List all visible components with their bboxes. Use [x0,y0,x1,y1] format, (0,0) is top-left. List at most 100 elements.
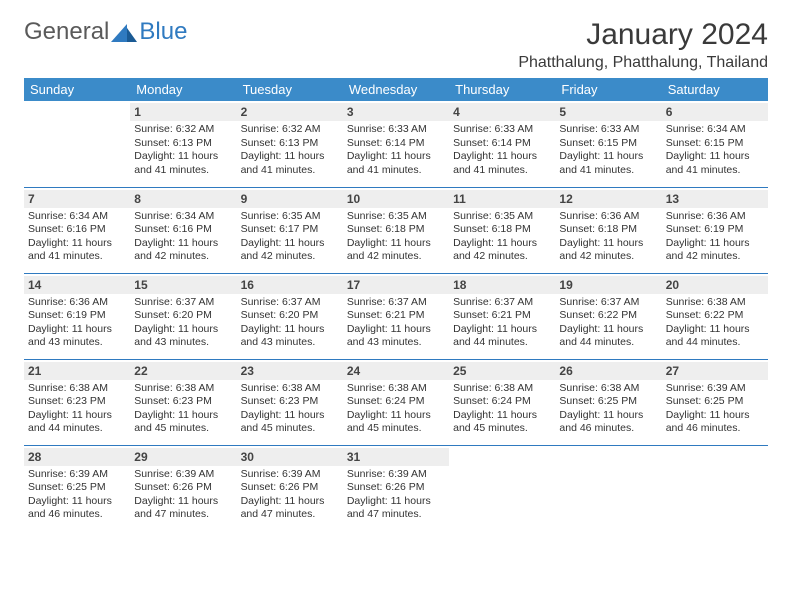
day-info: Sunrise: 6:37 AMSunset: 6:21 PMDaylight:… [453,296,551,351]
day-number: 10 [343,190,449,208]
calendar-day-cell: 24 Sunrise: 6:38 AMSunset: 6:24 PMDayligh… [343,359,449,445]
calendar-day-cell: 3 Sunrise: 6:33 AMSunset: 6:14 PMDaylight… [343,101,449,187]
calendar-day-cell: 4Sunrise: 6:33 AMSunset: 6:14 PMDaylight… [449,101,555,187]
calendar-week-row: 7Sunrise: 6:34 AMSunset: 6:16 PMDaylight… [24,187,768,273]
calendar-week-row: 21Sunrise: 6:38 AMSunset: 6:23 PMDayligh… [24,359,768,445]
calendar-day-cell: 21Sunrise: 6:38 AMSunset: 6:23 PMDayligh… [24,359,130,445]
day-number: 7 [24,190,130,208]
month-title: January 2024 [518,18,768,52]
calendar-day-cell: 15Sunrise: 6:37 AMSunset: 6:20 PMDayligh… [130,273,236,359]
day-info: Sunrise: 6:34 AMSunset: 6:15 PMDaylight:… [666,123,764,178]
day-number: 28 [24,448,130,466]
day-info: Sunrise: 6:39 AMSunset: 6:26 PMDaylight:… [241,468,339,523]
calendar-day-cell: 1 Sunrise: 6:32 AMSunset: 6:13 PMDaylight… [130,101,236,187]
calendar-day-cell: 7 Sunrise: 6:34 AMSunset: 6:16 PMDaylight… [24,187,130,273]
day-info: Sunrise: 6:38 AMSunset: 6:24 PMDaylight:… [453,382,551,437]
day-info: Sunrise: 6:39 AMSunset: 6:25 PMDaylight:… [666,382,764,437]
calendar-day-cell: 17 Sunrise: 6:37 AMSunset: 6:21 PMDayligh… [343,273,449,359]
day-number: 26 [555,362,661,380]
calendar-day-cell: 2Sunrise: 6:32 AMSunset: 6:13 PMDaylight… [237,101,343,187]
day-number: 23 [237,362,343,380]
day-info: Sunrise: 6:38 AMSunset: 6:23 PMDaylight:… [241,382,339,437]
day-info: Sunrise: 6:35 AMSunset: 6:18 PMDaylight:… [453,210,551,265]
day-info: Sunrise: 6:37 AMSunset: 6:21 PMDaylight:… [347,296,445,351]
day-number: 14 [24,276,130,294]
day-info: Sunrise: 6:38 AMSunset: 6:24 PMDaylight:… [347,382,445,437]
calendar-day-cell: 6 Sunrise: 6:34 AMSunset: 6:15 PMDaylight… [662,101,768,187]
calendar-day-cell [24,101,130,187]
day-number: 22 [130,362,236,380]
day-number: 8 [130,190,236,208]
day-info: Sunrise: 6:38 AMSunset: 6:22 PMDaylight:… [666,296,764,351]
day-number: 16 [237,276,343,294]
calendar-day-cell: 29 Sunrise: 6:39 AMSunset: 6:26 PMDayligh… [130,445,236,531]
day-info: Sunrise: 6:33 AMSunset: 6:14 PMDaylight:… [453,123,551,178]
calendar-day-cell: 31 Sunrise: 6:39 AMSunset: 6:26 PMDayligh… [343,445,449,531]
calendar-day-cell [555,445,661,531]
location: Phatthalung, Phatthalung, Thailand [518,54,768,72]
calendar-day-cell: 22 Sunrise: 6:38 AMSunset: 6:23 PMDayligh… [130,359,236,445]
weekday-header: Saturday [662,78,768,101]
calendar-day-cell [662,445,768,531]
weekday-header: Tuesday [237,78,343,101]
calendar-day-cell: 25 Sunrise: 6:38 AMSunset: 6:24 PMDayligh… [449,359,555,445]
day-number: 27 [662,362,768,380]
day-info: Sunrise: 6:36 AMSunset: 6:19 PMDaylight:… [666,210,764,265]
day-info: Sunrise: 6:32 AMSunset: 6:13 PMDaylight:… [134,123,232,178]
weekday-header: Thursday [449,78,555,101]
day-number: 6 [662,103,768,121]
calendar-day-cell: 28Sunrise: 6:39 AMSunset: 6:25 PMDayligh… [24,445,130,531]
day-number: 29 [130,448,236,466]
day-info: Sunrise: 6:34 AMSunset: 6:16 PMDaylight:… [28,210,126,265]
day-number: 17 [343,276,449,294]
day-number: 12 [555,190,661,208]
day-info: Sunrise: 6:35 AMSunset: 6:17 PMDaylight:… [241,210,339,265]
day-info: Sunrise: 6:35 AMSunset: 6:18 PMDaylight:… [347,210,445,265]
day-info: Sunrise: 6:36 AMSunset: 6:18 PMDaylight:… [559,210,657,265]
calendar-day-cell: 26 Sunrise: 6:38 AMSunset: 6:25 PMDayligh… [555,359,661,445]
day-info: Sunrise: 6:37 AMSunset: 6:20 PMDaylight:… [241,296,339,351]
day-info: Sunrise: 6:38 AMSunset: 6:23 PMDaylight:… [28,382,126,437]
logo-text-2: Blue [139,18,187,46]
day-number: 20 [662,276,768,294]
calendar-day-cell: 10 Sunrise: 6:35 AMSunset: 6:18 PMDayligh… [343,187,449,273]
day-info: Sunrise: 6:38 AMSunset: 6:25 PMDaylight:… [559,382,657,437]
day-info: Sunrise: 6:32 AMSunset: 6:13 PMDaylight:… [241,123,339,178]
calendar-day-cell: 19Sunrise: 6:37 AMSunset: 6:22 PMDayligh… [555,273,661,359]
calendar-day-cell [449,445,555,531]
weekday-header-row: Sunday Monday Tuesday Wednesday Thursday… [24,78,768,101]
calendar-day-cell: 16 Sunrise: 6:37 AMSunset: 6:20 PMDayligh… [237,273,343,359]
day-number: 19 [555,276,661,294]
day-number: 5 [555,103,661,121]
logo-triangle-icon [111,22,137,42]
calendar-day-cell: 20 Sunrise: 6:38 AMSunset: 6:22 PMDayligh… [662,273,768,359]
title-block: January 2024 Phatthalung, Phatthalung, T… [518,18,768,72]
day-info: Sunrise: 6:39 AMSunset: 6:26 PMDaylight:… [134,468,232,523]
calendar-day-cell: 13 Sunrise: 6:36 AMSunset: 6:19 PMDayligh… [662,187,768,273]
day-number: 9 [237,190,343,208]
day-info: Sunrise: 6:36 AMSunset: 6:19 PMDaylight:… [28,296,126,351]
day-info: Sunrise: 6:39 AMSunset: 6:26 PMDaylight:… [347,468,445,523]
day-number: 3 [343,103,449,121]
weekday-header: Friday [555,78,661,101]
day-info: Sunrise: 6:37 AMSunset: 6:20 PMDaylight:… [134,296,232,351]
day-number: 31 [343,448,449,466]
day-number: 1 [130,103,236,121]
day-number: 30 [237,448,343,466]
logo: General Blue [24,18,187,46]
day-info: Sunrise: 6:34 AMSunset: 6:16 PMDaylight:… [134,210,232,265]
day-number: 24 [343,362,449,380]
calendar-table: Sunday Monday Tuesday Wednesday Thursday… [24,78,768,531]
calendar-day-cell: 30 Sunrise: 6:39 AMSunset: 6:26 PMDayligh… [237,445,343,531]
calendar-day-cell: 5Sunrise: 6:33 AMSunset: 6:15 PMDaylight… [555,101,661,187]
calendar-day-cell: 18Sunrise: 6:37 AMSunset: 6:21 PMDayligh… [449,273,555,359]
day-number: 13 [662,190,768,208]
calendar-day-cell: 23 Sunrise: 6:38 AMSunset: 6:23 PMDayligh… [237,359,343,445]
day-info: Sunrise: 6:38 AMSunset: 6:23 PMDaylight:… [134,382,232,437]
calendar-day-cell: 27 Sunrise: 6:39 AMSunset: 6:25 PMDayligh… [662,359,768,445]
day-number: 25 [449,362,555,380]
calendar-day-cell: 11 Sunrise: 6:35 AMSunset: 6:18 PMDayligh… [449,187,555,273]
day-number: 11 [449,190,555,208]
day-info: Sunrise: 6:33 AMSunset: 6:14 PMDaylight:… [347,123,445,178]
calendar-day-cell: 12 Sunrise: 6:36 AMSunset: 6:18 PMDayligh… [555,187,661,273]
